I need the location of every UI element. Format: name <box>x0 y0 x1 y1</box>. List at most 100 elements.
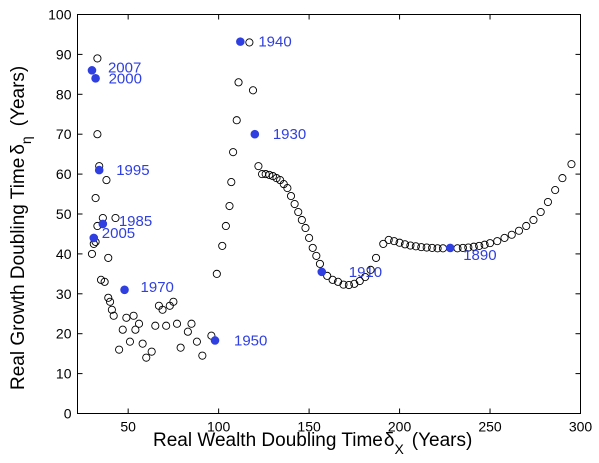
data-point <box>558 174 567 183</box>
data-point <box>212 269 221 278</box>
y-tick-labels: 0 10 20 30 40 50 60 70 80 90 100 <box>48 7 72 422</box>
data-point <box>104 253 113 262</box>
year-label: 1970 <box>141 279 174 296</box>
x-tick-label: 250 <box>478 419 502 435</box>
highlighted-point <box>89 233 99 243</box>
data-point <box>138 339 147 348</box>
data-point <box>198 351 207 360</box>
data-point <box>290 199 299 209</box>
highlighted-point <box>210 336 220 345</box>
data-point <box>379 239 388 248</box>
data-point <box>147 347 156 356</box>
data-point <box>129 311 138 320</box>
data-point <box>400 240 410 249</box>
year-label: 2000 <box>109 70 142 87</box>
data-point <box>500 233 509 242</box>
data-point <box>395 238 404 247</box>
data-point <box>305 233 314 242</box>
data-point <box>115 345 124 354</box>
y-tick-label: 20 <box>56 326 72 342</box>
data-point <box>169 297 178 306</box>
year-label: 2007 <box>108 59 141 76</box>
data-point <box>406 241 415 250</box>
y-tick-label: 30 <box>56 286 72 302</box>
data-point <box>118 325 127 334</box>
data-point <box>493 237 502 246</box>
data-point <box>328 275 337 284</box>
y-axis-label: Real Growth Doubling Time δη (Years) <box>8 66 34 390</box>
data-point <box>507 230 516 239</box>
y-tick-label: 80 <box>56 86 72 102</box>
data-point <box>294 207 303 217</box>
year-label: 1930 <box>273 126 306 143</box>
y-tick-label: 60 <box>56 166 72 182</box>
data-point <box>232 116 241 125</box>
data-point <box>93 130 102 139</box>
axis-ticks <box>77 14 581 414</box>
open-circle-series <box>87 38 576 362</box>
data-point <box>361 272 370 282</box>
data-point <box>176 343 185 352</box>
y-axis-label-text: Real Growth Doubling Time <box>8 158 29 390</box>
data-point <box>109 311 118 320</box>
data-point <box>366 265 375 274</box>
highlighted-point <box>91 74 100 83</box>
data-point <box>221 221 230 231</box>
highlighted-point <box>250 129 260 139</box>
data-point <box>125 337 135 346</box>
year-label: 1910 <box>349 264 382 281</box>
data-point <box>323 271 332 280</box>
data-point <box>102 176 111 185</box>
x-tick-labels: 50 100 150 200 250 300 <box>120 419 592 435</box>
y-axis-label-symbol: δ <box>8 144 29 155</box>
x-axis-label: Real Wealth Doubling TimeδX (Years) <box>153 430 472 457</box>
data-point <box>485 239 495 248</box>
data-point <box>218 241 227 250</box>
highlighted-year-series <box>87 37 455 345</box>
data-point <box>131 325 140 334</box>
x-axis-label-text: Real Wealth Doubling Time <box>153 430 383 451</box>
year-label: 1890 <box>463 247 496 264</box>
data-point <box>100 277 109 286</box>
data-point <box>384 235 393 244</box>
data-point <box>475 241 484 250</box>
x-tick-label: 50 <box>120 419 136 435</box>
year-label: 1995 <box>116 162 149 179</box>
data-point <box>286 191 296 201</box>
highlighted-point <box>120 285 129 295</box>
year-label: 2005 <box>102 225 135 242</box>
data-point <box>229 148 238 157</box>
data-point <box>464 243 473 252</box>
y-tick-label: 90 <box>56 46 72 62</box>
data-point <box>234 78 243 87</box>
data-point <box>543 197 552 207</box>
y-tick-label: 10 <box>56 366 72 382</box>
y-axis-label-unit: (Years) <box>8 66 29 127</box>
data-point <box>522 221 531 231</box>
x-tick-label: 300 <box>569 419 593 435</box>
data-point <box>428 243 437 252</box>
data-point <box>151 321 160 330</box>
data-point <box>93 54 102 63</box>
data-point <box>536 207 545 217</box>
data-point <box>225 201 234 211</box>
y-tick-label: 70 <box>56 126 72 142</box>
data-point <box>458 243 467 252</box>
y-tick-label: 50 <box>56 206 72 222</box>
y-tick-label: 100 <box>48 7 72 23</box>
data-point <box>371 253 381 262</box>
data-point <box>390 237 399 246</box>
data-point <box>283 184 292 193</box>
year-label: 1985 <box>119 213 152 230</box>
data-point <box>107 305 116 314</box>
data-point <box>142 353 151 362</box>
data-point <box>411 242 420 251</box>
data-point <box>187 319 196 328</box>
y-tick-label: 40 <box>56 246 72 262</box>
data-point <box>192 337 201 346</box>
data-point <box>87 249 97 258</box>
data-point <box>514 226 524 235</box>
highlighted-point <box>98 219 108 229</box>
data-point <box>104 293 113 302</box>
